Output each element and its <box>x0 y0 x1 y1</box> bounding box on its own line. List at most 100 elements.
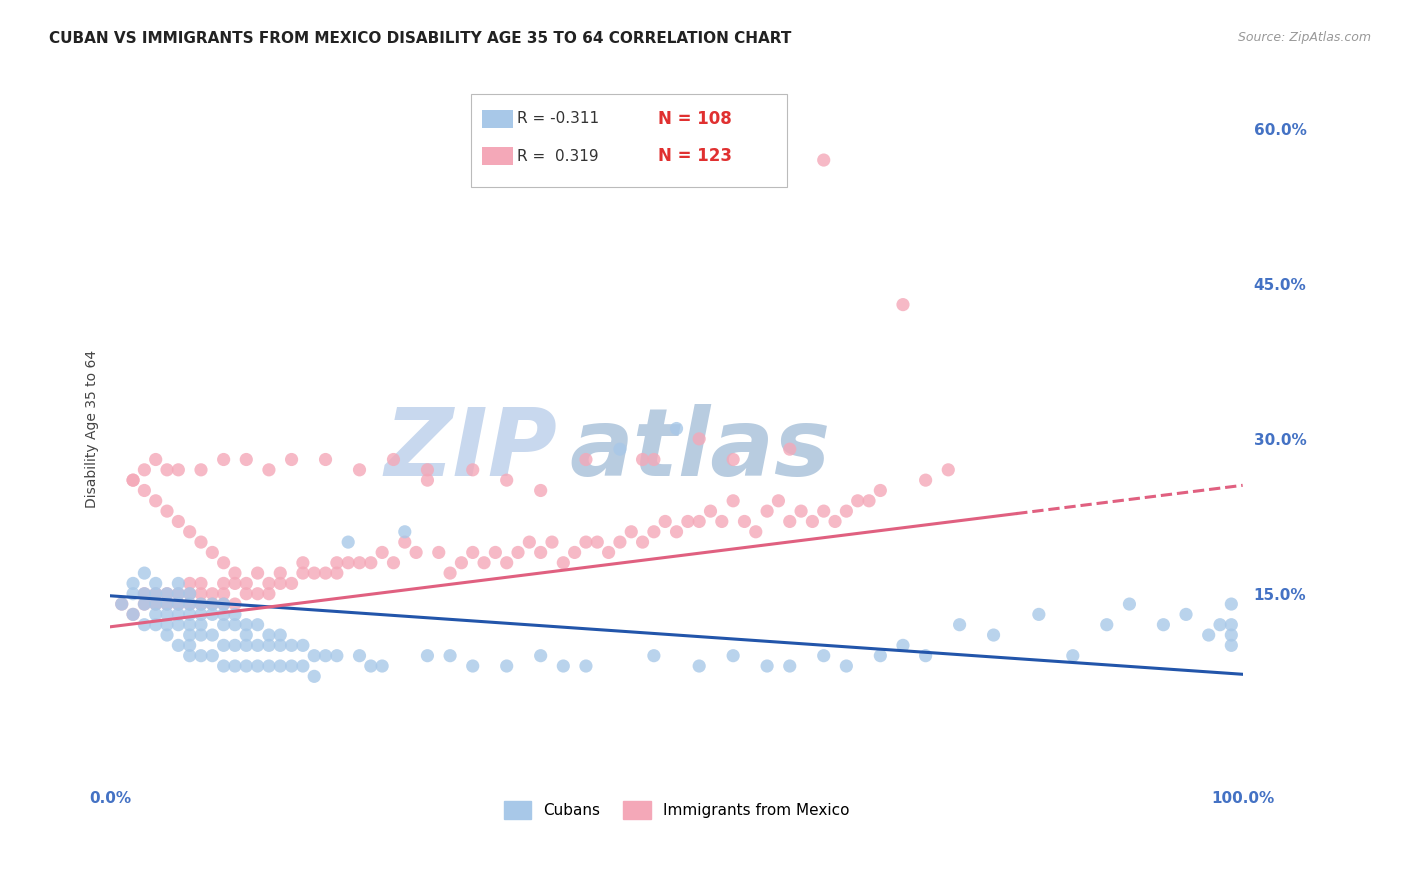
Point <box>190 576 212 591</box>
Point <box>1220 617 1243 632</box>
Point <box>145 597 167 611</box>
Point <box>201 587 224 601</box>
Point <box>779 659 801 673</box>
Point <box>134 463 156 477</box>
Point <box>179 587 201 601</box>
Point <box>235 587 257 601</box>
Point <box>756 504 779 518</box>
Point <box>948 617 970 632</box>
Point <box>631 452 654 467</box>
Point <box>246 566 269 580</box>
Point <box>360 659 382 673</box>
Point <box>145 452 167 467</box>
Point <box>1152 617 1174 632</box>
Text: atlas: atlas <box>569 403 830 496</box>
Point <box>733 515 755 529</box>
Point <box>620 524 643 539</box>
Point <box>813 504 835 518</box>
Point <box>224 566 246 580</box>
Point <box>190 597 212 611</box>
Point <box>530 483 553 498</box>
Point <box>439 648 461 663</box>
Point <box>145 576 167 591</box>
Point <box>450 556 472 570</box>
Point <box>801 515 824 529</box>
Point <box>302 669 325 683</box>
Point <box>224 576 246 591</box>
Point <box>349 463 371 477</box>
Y-axis label: Disability Age 35 to 64: Disability Age 35 to 64 <box>86 350 100 508</box>
Point <box>1220 639 1243 653</box>
Point <box>224 617 246 632</box>
Point <box>1220 597 1243 611</box>
Point <box>156 617 179 632</box>
Point <box>790 504 813 518</box>
Point <box>190 607 212 622</box>
Point <box>280 639 302 653</box>
Point <box>914 648 936 663</box>
Point <box>145 587 167 601</box>
Point <box>326 556 349 570</box>
Point <box>291 566 314 580</box>
Point <box>190 648 212 663</box>
Point <box>257 576 280 591</box>
Point <box>360 556 382 570</box>
Point <box>179 639 201 653</box>
Point <box>472 556 495 570</box>
Point <box>416 463 439 477</box>
Point <box>167 617 190 632</box>
Point <box>167 587 190 601</box>
Point <box>291 639 314 653</box>
Point <box>891 297 914 311</box>
Point <box>315 452 337 467</box>
Point <box>190 587 212 601</box>
Point <box>122 473 145 487</box>
Point <box>257 639 280 653</box>
Point <box>643 524 665 539</box>
Point <box>1118 597 1140 611</box>
Point <box>235 628 257 642</box>
Point <box>756 659 779 673</box>
Point <box>269 576 291 591</box>
Point <box>111 597 134 611</box>
Point <box>167 515 190 529</box>
Point <box>122 607 145 622</box>
Point <box>302 566 325 580</box>
Point <box>257 659 280 673</box>
Point <box>167 597 190 611</box>
Point <box>1198 628 1220 642</box>
Point <box>405 545 427 559</box>
Point <box>134 587 156 601</box>
Point <box>416 648 439 663</box>
Point <box>201 597 224 611</box>
Point <box>134 597 156 611</box>
Point <box>315 648 337 663</box>
Point <box>111 597 134 611</box>
Point <box>1028 607 1050 622</box>
Point <box>145 617 167 632</box>
Point <box>212 597 235 611</box>
Point <box>575 659 598 673</box>
Point <box>201 545 224 559</box>
Point <box>167 639 190 653</box>
Point <box>212 639 235 653</box>
Point <box>541 535 564 549</box>
Point <box>134 597 156 611</box>
Point <box>156 463 179 477</box>
Point <box>167 597 190 611</box>
Point <box>710 515 733 529</box>
Point <box>575 535 598 549</box>
Point <box>394 524 416 539</box>
Point <box>190 617 212 632</box>
Point <box>212 556 235 570</box>
Point <box>495 659 517 673</box>
Point <box>1209 617 1232 632</box>
Point <box>643 452 665 467</box>
Point <box>201 628 224 642</box>
Text: ZIP: ZIP <box>385 403 558 496</box>
Point <box>134 483 156 498</box>
Point <box>212 597 235 611</box>
Point <box>631 535 654 549</box>
Point <box>914 473 936 487</box>
Legend: Cubans, Immigrants from Mexico: Cubans, Immigrants from Mexico <box>498 795 856 824</box>
